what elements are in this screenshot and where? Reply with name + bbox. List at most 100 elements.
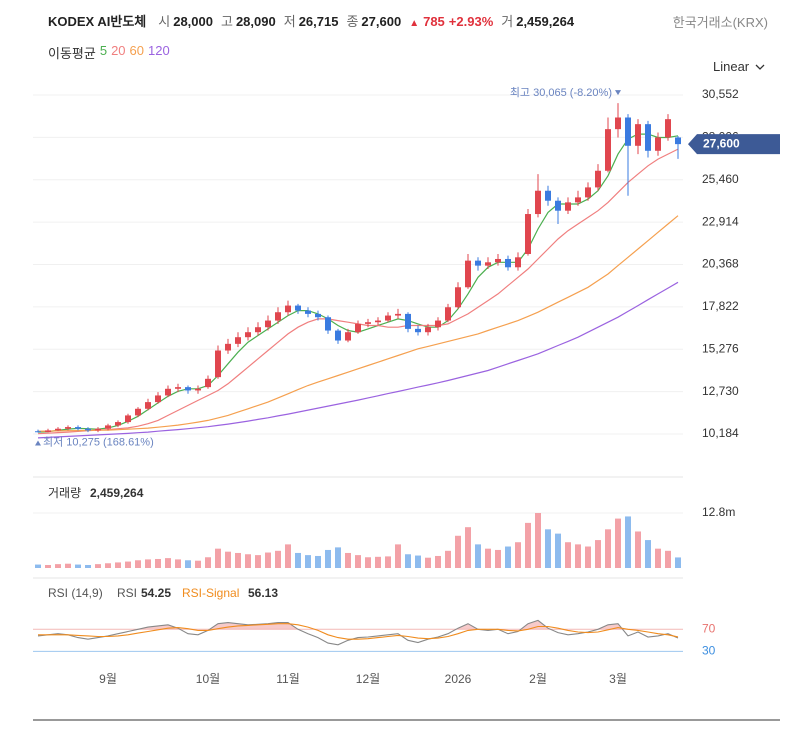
candle-body (215, 350, 221, 378)
candle-body (545, 190, 551, 201)
y-tick-label: 10,184 (702, 426, 739, 440)
ma-legend-entry: 120 (148, 43, 170, 58)
volume-bar (245, 554, 251, 568)
volume-bar (505, 546, 511, 568)
plot (35, 103, 681, 646)
ohlc-label: 저 (283, 14, 296, 29)
candle-body (655, 137, 661, 151)
candle-body (605, 129, 611, 171)
volume-bar (55, 564, 61, 568)
volume-label: 거 (501, 14, 514, 29)
rsi-legend-value: 54.25 (141, 586, 171, 600)
volume-bar (185, 560, 191, 568)
volume-bar (675, 557, 681, 568)
chevron (755, 64, 765, 70)
volume-bar (415, 555, 421, 568)
volume-bar (85, 564, 91, 568)
ma-label: 이동평균 (48, 46, 96, 61)
high-annotation: 최고 30,065 (-8.20%) (510, 86, 612, 99)
volume-bar (195, 560, 201, 568)
candle-body (645, 124, 651, 151)
candle-body (365, 322, 371, 324)
candle-body (375, 320, 381, 323)
candle-body (275, 312, 281, 321)
volume-bar (605, 529, 611, 568)
candle-body (75, 427, 81, 429)
volume-bar (645, 540, 651, 568)
scale-label: Linear (713, 59, 750, 74)
ohlc-value: 26,715 (298, 14, 339, 29)
candle-body (405, 313, 411, 329)
candle-body (355, 323, 361, 333)
candle-body (95, 428, 101, 431)
volume-bar (495, 549, 501, 568)
candle-body (535, 190, 541, 215)
candle-body (335, 330, 341, 341)
volume-bar (625, 516, 631, 568)
volume-bar (565, 542, 571, 568)
candle-body (415, 328, 421, 333)
volume-bar (425, 557, 431, 568)
header: KODEX AI반도체 시 28,000 고 28,090 저 26,715 종 27,… (48, 11, 582, 30)
volume-bar (125, 561, 131, 568)
volume-title: 거래량 (48, 486, 81, 500)
price-tag-label: 27,600 (703, 136, 740, 150)
candle-body (105, 425, 111, 429)
ohlc-value: 28,090 (235, 14, 276, 29)
low-marker (35, 440, 41, 446)
rsi-legend-value: 56.13 (248, 586, 278, 600)
x-tick-label: 11월 (276, 672, 300, 686)
volume-bar (315, 555, 321, 568)
y-tick-label: 17,822 (702, 299, 739, 313)
candle-body (315, 313, 321, 318)
ma-legend: 이동평균 5 20 60 120 (48, 43, 170, 62)
volume-bar (95, 564, 101, 568)
volume-bar (115, 562, 121, 568)
volume-bar (335, 547, 341, 568)
y-tick-label: 12.8m (702, 505, 735, 519)
y-tick-label: 22,914 (702, 214, 739, 228)
candle-body (395, 313, 401, 316)
x-tick-label: 12월 (356, 672, 380, 686)
candle-body (205, 378, 211, 388)
x-tick-label: 2월 (529, 672, 547, 686)
ma-legend-entry: 5 (99, 43, 108, 58)
volume-bar (255, 555, 261, 568)
ma-line (37, 133, 679, 433)
x-tick-label: 3월 (609, 672, 627, 686)
exchange: 한국거래소(KRX) (672, 15, 768, 30)
volume-bar (235, 552, 241, 568)
candle-body (475, 260, 481, 266)
candle-body (385, 315, 391, 321)
ohlc-label: 시 (158, 14, 171, 29)
candle-body (425, 327, 431, 333)
candle-body (285, 305, 291, 313)
ma-line (37, 148, 679, 435)
candle-body (225, 343, 231, 351)
candle-body (125, 415, 131, 423)
candle-body (185, 387, 191, 391)
scale-button[interactable]: Linear (713, 59, 765, 74)
candle-body (585, 187, 591, 198)
candle-body (505, 258, 511, 268)
candle-body (155, 395, 161, 403)
candle-body (615, 117, 621, 130)
rsi-line (37, 619, 679, 646)
candle-body (45, 430, 51, 433)
ma-line (37, 281, 679, 439)
volume-bar (225, 551, 231, 568)
candle-body (135, 408, 141, 416)
volume-bar (435, 555, 441, 568)
candle-body (595, 170, 601, 188)
candle-body (85, 428, 91, 431)
volume-bar (525, 522, 531, 568)
rsi-line (38, 623, 679, 640)
candle-body (35, 431, 41, 433)
rsi-legend-name: RSI-Signal (182, 586, 239, 600)
change-percent: +2.93% (448, 14, 494, 29)
volume-bar (65, 563, 71, 568)
volume-bar (75, 564, 81, 568)
candle-body (165, 388, 171, 396)
volume-bar (535, 513, 541, 568)
